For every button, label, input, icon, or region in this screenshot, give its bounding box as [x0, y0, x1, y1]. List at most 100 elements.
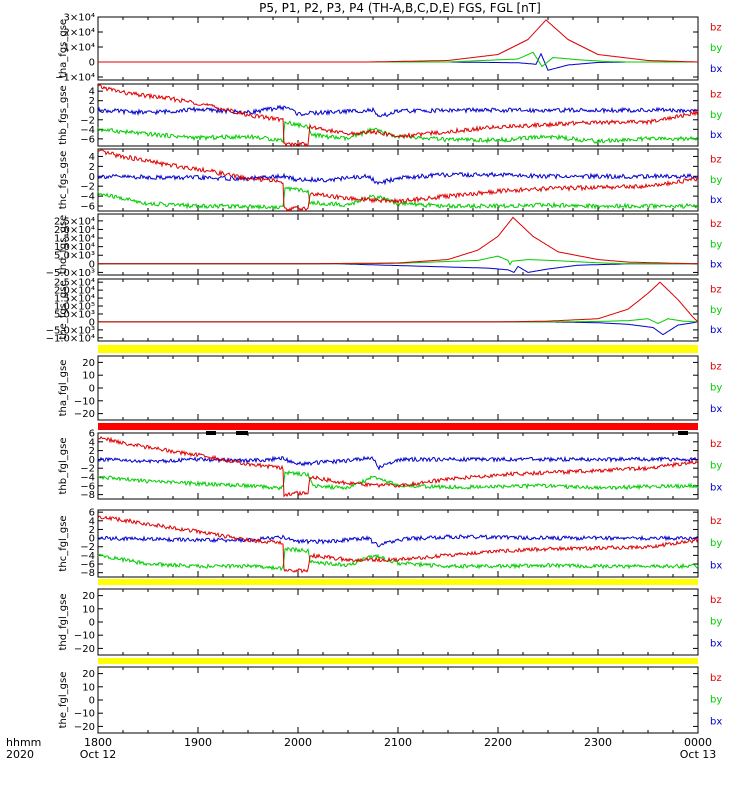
- legend-bx: bx: [710, 64, 722, 75]
- series-line-by: [97, 546, 699, 572]
- y-tick-label: −20: [74, 644, 95, 655]
- y-tick-label: −10: [74, 396, 95, 407]
- legend-bx: bx: [710, 130, 722, 141]
- x-tick-label: 1800: [84, 736, 112, 749]
- y-tick-label: 0: [89, 259, 95, 270]
- legend-bz: bz: [710, 595, 722, 606]
- y-tick-label: 20: [82, 358, 95, 369]
- legend-bx: bx: [710, 638, 722, 649]
- flag-band: [98, 423, 698, 430]
- y-tick-label: 0: [89, 58, 95, 69]
- y-tick-label: 2: [89, 96, 95, 107]
- legend-bz: bz: [710, 219, 722, 230]
- flag-mark: [206, 431, 216, 435]
- y-tick-label: 1×10⁴: [64, 43, 95, 54]
- panel-tha_fgl_gse: tha_fgl_gse 20 10 0−10 −20 bz by bx: [58, 355, 722, 421]
- y-tick-label: 4: [89, 152, 95, 163]
- y-tick-label: −5.0×10³: [46, 268, 95, 279]
- y-tick-label: 2: [89, 446, 95, 457]
- y-tick-label: −2: [80, 542, 95, 553]
- x-tick-label: 0000: [684, 736, 712, 749]
- legend-bz: bz: [710, 439, 722, 450]
- legend-bx: bx: [710, 195, 722, 206]
- panel-frame: [97, 355, 699, 421]
- y-tick-label: 5.0×10³: [54, 251, 95, 262]
- series-line-bx: [97, 171, 699, 186]
- flag-band: [98, 658, 698, 664]
- legend-by: by: [710, 383, 722, 394]
- y-tick-label: 0: [89, 455, 95, 466]
- y-tick-label: 2.0×10⁴: [54, 286, 95, 297]
- y-tick-label: 6: [89, 429, 95, 440]
- series-line-bz: [98, 281, 699, 323]
- y-tick-label: 1.5×10⁴: [54, 234, 95, 245]
- legend-bx: bx: [710, 716, 722, 727]
- y-tick-label: 2: [89, 162, 95, 173]
- panel-the_fgl_gse: the_fgl_gse 20 10 0 −10 −20 bz by bx: [58, 666, 722, 734]
- legend-bz: bz: [710, 516, 722, 527]
- y-axis-label: thb_fgl_gse: [58, 438, 69, 495]
- panel-thc_fgs_gse: thc_fgs_gse 420−2−4−6 bz by bx: [58, 148, 722, 213]
- series-line-bz: [97, 436, 699, 498]
- y-tick-label: 5.0×10³: [54, 309, 95, 320]
- y-tick-label: 0: [89, 384, 95, 395]
- panel-frame: [97, 278, 699, 342]
- y-tick-label: 0: [89, 696, 95, 707]
- y-axis-label: thc_fgs_gse: [58, 151, 69, 210]
- series-line-bz: [97, 149, 699, 213]
- panel-the_fgs_gse: the_fgs_gse2.5×10⁴2.0×10⁴1.5×10⁴1.0×10⁵5…: [46, 278, 723, 345]
- y-tick-label: 0: [89, 172, 95, 183]
- legend-by: by: [710, 695, 722, 706]
- y-tick-label: −4: [80, 125, 95, 136]
- chart-title: P5, P1, P2, P3, P4 (TH-A,B,C,D,E) FGS, F…: [259, 1, 541, 15]
- legend-bx: bx: [710, 404, 722, 415]
- y-tick-label: −2: [80, 182, 95, 193]
- panel-thb_fgs_gse: thb_fgs_gse 420−2−4−6 bz by bx: [58, 83, 722, 148]
- y-tick-label: −1×10⁴: [55, 73, 95, 84]
- y-tick-label: 1.5×10⁴: [54, 294, 95, 305]
- y-axis-label: thc_fgl_gse: [58, 515, 69, 571]
- y-tick-label: −10: [74, 709, 95, 720]
- legend-by: by: [710, 461, 722, 472]
- y-tick-label: −8: [80, 568, 95, 579]
- x-corner-label: hhmm: [6, 736, 41, 749]
- legend-bx: bx: [710, 325, 722, 336]
- series-line-bz: [97, 84, 699, 148]
- legend-bz: bz: [710, 89, 722, 100]
- y-tick-label: 3×10⁴: [64, 13, 95, 24]
- flag-mark: [236, 431, 248, 435]
- panel-frame: [97, 16, 699, 81]
- legend-by: by: [710, 110, 722, 121]
- flag-band: [98, 345, 698, 353]
- y-tick-label: 2.5×10⁴: [54, 216, 95, 227]
- panel-thd_fgl_gse: thd_fgl_gse 20 10 0 −10 −20 bz by bx: [58, 588, 722, 656]
- y-tick-label: 20: [82, 591, 95, 602]
- legend-bz: bz: [710, 284, 722, 295]
- x-tick-label: 2300: [584, 736, 612, 749]
- legend-bz: bz: [710, 362, 722, 373]
- y-tick-label: 2×10⁴: [64, 28, 95, 39]
- x-tick-label: 2000: [284, 736, 312, 749]
- y-tick-label: −1.0×10⁴: [46, 333, 95, 344]
- series-line-bz: [98, 19, 698, 63]
- legend-by: by: [710, 538, 722, 549]
- y-axis-label: tha_fgs_gse: [58, 19, 69, 78]
- y-tick-label: −6: [80, 134, 95, 145]
- x-tick-label: 1900: [184, 736, 212, 749]
- y-tick-label: −5.0×10³: [46, 325, 95, 336]
- y-tick-label: 2.5×10⁴: [54, 278, 95, 289]
- y-tick-label: −2: [80, 115, 95, 126]
- x-corner-label: 2020: [6, 748, 34, 761]
- y-tick-label: 1.0×10⁵: [54, 302, 95, 313]
- y-tick-label: 2.0×10⁴: [54, 225, 95, 236]
- legend-by: by: [710, 617, 722, 628]
- x-tick-label: 2100: [384, 736, 412, 749]
- y-axis-label: thd_fgl_gse: [58, 594, 69, 651]
- y-tick-label: 10: [82, 371, 95, 382]
- y-tick-label: −6: [80, 481, 95, 492]
- panel-frame: [97, 432, 699, 500]
- y-tick-label: −8: [80, 490, 95, 501]
- y-tick-label: 0: [89, 534, 95, 545]
